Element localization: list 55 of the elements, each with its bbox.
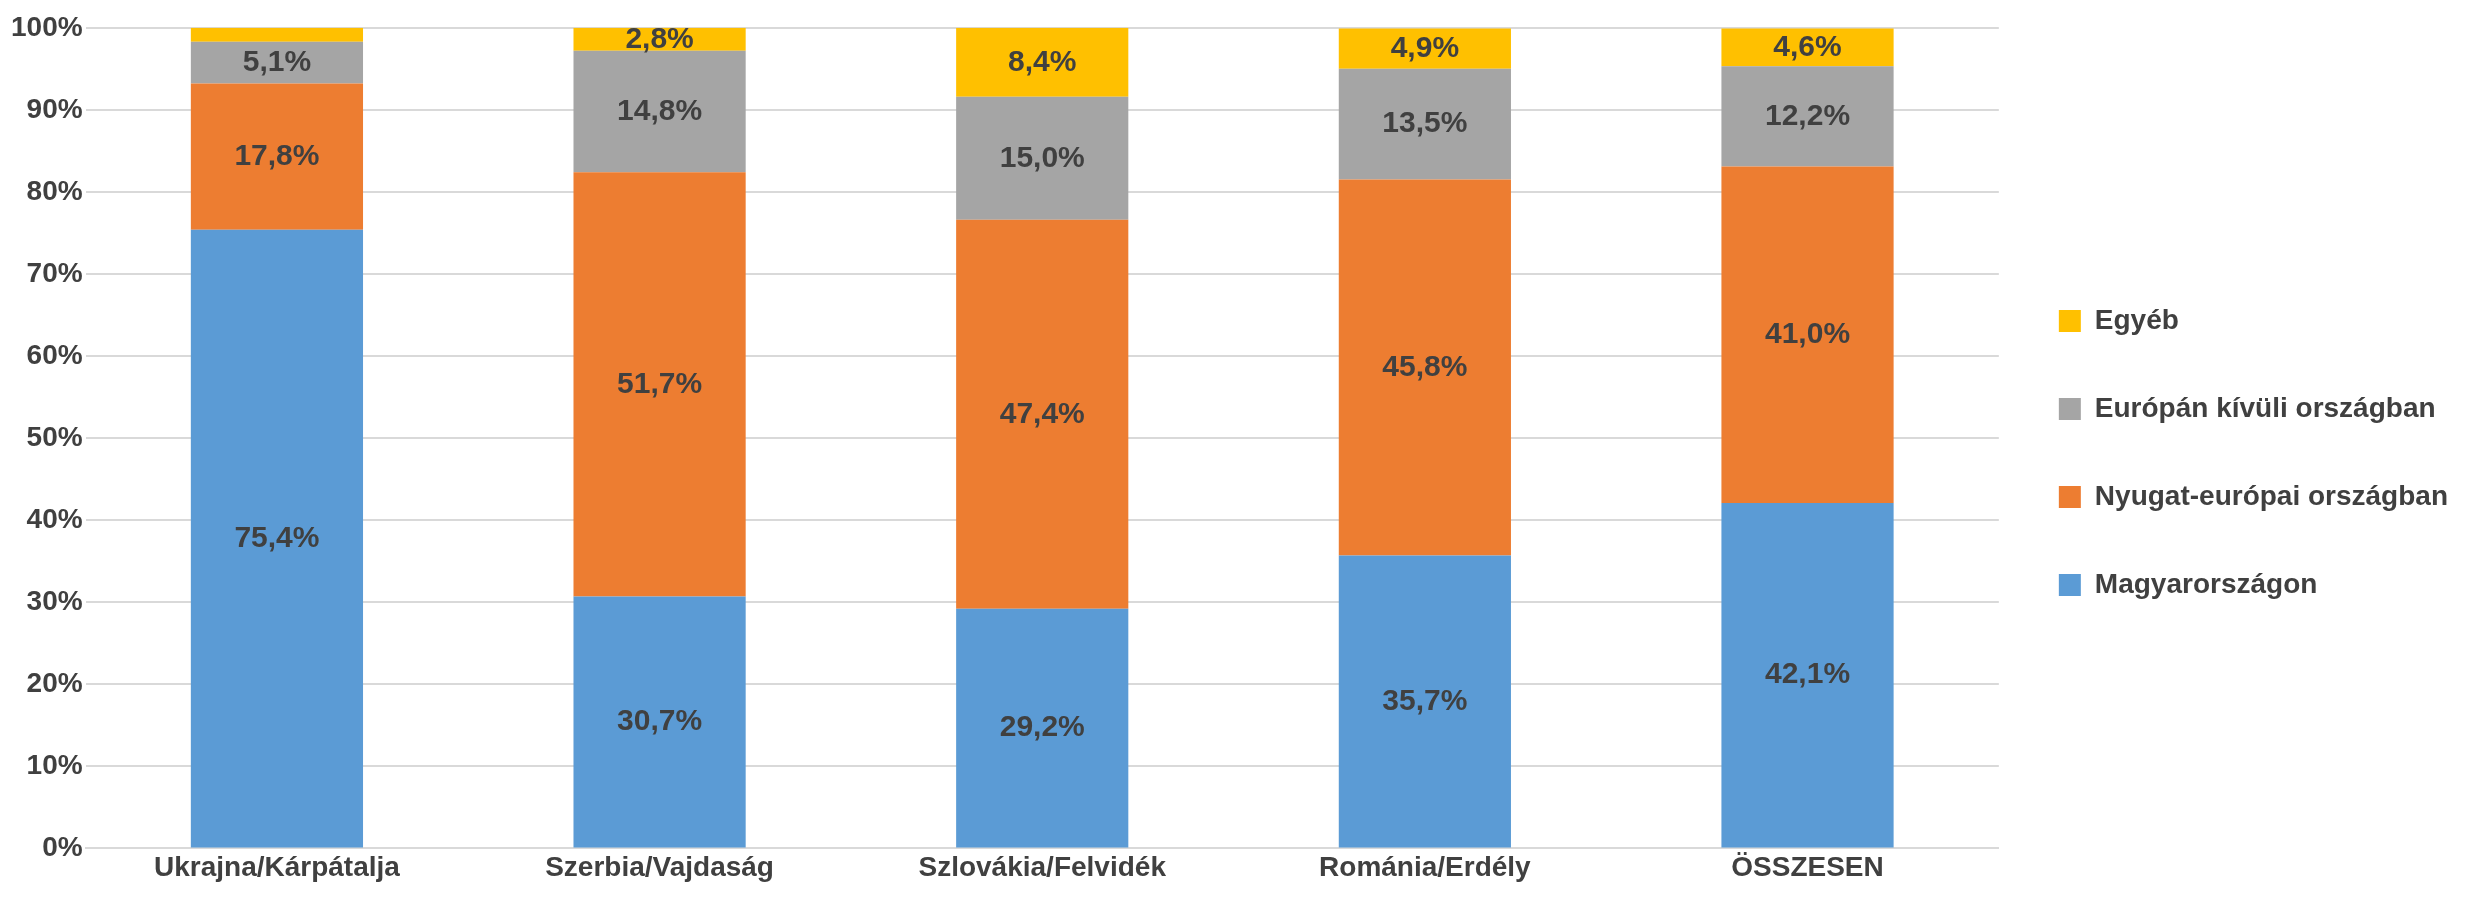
bar — [190, 41, 364, 84]
data-label: 41,0% — [1764, 315, 1851, 349]
bar — [956, 96, 1129, 220]
bar — [1721, 66, 1894, 167]
bar — [956, 27, 1129, 97]
y-tick-label: 20% — [26, 667, 83, 698]
data-label: 15,0% — [999, 139, 1085, 173]
legend-label: Magyarországon — [2094, 567, 2318, 599]
y-tick-label: 60% — [26, 338, 83, 370]
data-label: 51,7% — [617, 365, 703, 399]
data-label: 42,1% — [1764, 656, 1851, 690]
y-tick-label: 10% — [26, 749, 83, 781]
data-label: 75,4% — [234, 519, 320, 553]
data-label: 14,8% — [617, 92, 703, 126]
data-label: 13,5% — [1382, 105, 1468, 139]
data-label: 4,9% — [1390, 29, 1460, 63]
data-label: 5,1% — [242, 43, 312, 77]
bar — [190, 83, 364, 230]
y-tick-label: 90% — [26, 92, 83, 124]
x-tick-label: Ukrajna/Kárpátalja — [153, 850, 401, 882]
data-label: 30,7% — [617, 703, 703, 737]
legend-label: Nyugat-európai országban — [2094, 479, 2449, 511]
data-label: 4,6% — [1773, 28, 1842, 62]
x-tick-label: Szerbia/Vajdaság — [545, 850, 774, 882]
legend-label: Európán kívüli országban — [2094, 391, 2436, 423]
bar — [573, 172, 746, 597]
data-label: 47,4% — [999, 395, 1085, 429]
bar — [190, 229, 364, 848]
y-tick-label: 70% — [26, 256, 83, 288]
legend-label: Egyéb — [2094, 303, 2179, 335]
y-tick-label: 50% — [26, 420, 83, 452]
bar — [1721, 166, 1894, 503]
y-tick-label: 100% — [10, 10, 83, 42]
bar — [1338, 68, 1511, 180]
data-label: 8,4% — [1008, 43, 1077, 77]
bar — [956, 608, 1129, 848]
x-tick-label: Románia/Erdély — [1319, 850, 1532, 882]
bar — [190, 27, 364, 42]
data-label: 29,2% — [999, 709, 1085, 743]
bar — [573, 596, 746, 848]
y-tick-label: 80% — [26, 174, 83, 206]
bar — [1338, 179, 1511, 556]
bar — [1338, 555, 1511, 848]
data-label: 45,8% — [1382, 348, 1468, 382]
data-label: 12,2% — [1764, 97, 1851, 131]
bar — [956, 219, 1129, 609]
bar — [1721, 502, 1894, 848]
y-tick-label: 40% — [26, 502, 83, 534]
data-label: 35,7% — [1382, 682, 1468, 716]
x-tick-label: ÖSSZESEN — [1731, 850, 1884, 882]
y-tick-label: 0% — [42, 831, 83, 863]
y-tick-label: 30% — [26, 584, 83, 616]
data-label: 2,8% — [625, 20, 694, 54]
data-label: 17,8% — [234, 137, 320, 171]
x-tick-label: Szlovákia/Felvidék — [918, 850, 1167, 882]
